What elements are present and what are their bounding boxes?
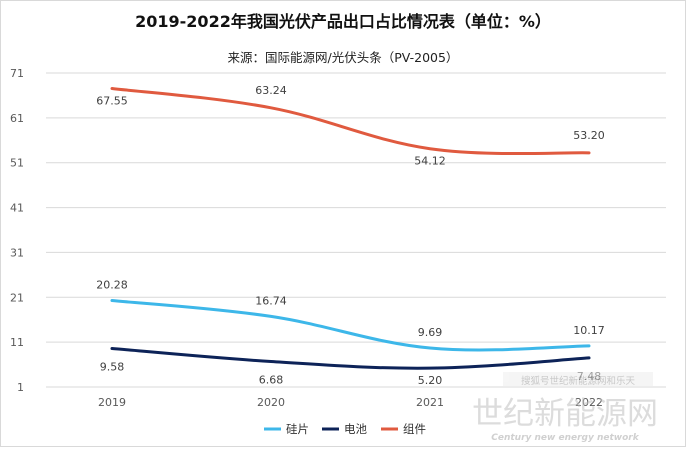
y-tick-label: 61: [10, 112, 24, 125]
chart-subtitle: 来源：国际能源网/光伏头条（PV-2005）: [228, 50, 459, 65]
watermark-brand-en: Century new energy network: [491, 433, 639, 443]
legend-label: 电池: [344, 422, 367, 436]
data-label: 63.24: [255, 84, 287, 97]
data-label: 16.74: [255, 294, 287, 307]
data-label: 5.20: [418, 374, 443, 387]
gridlines: [46, 72, 666, 388]
series-line-2: [110, 347, 591, 370]
watermark-badge-text: 搜狐号世纪新能源网和乐天: [521, 375, 636, 387]
legend: 硅片 电池 组件: [264, 422, 426, 436]
x-tick-label: 2020: [257, 396, 285, 409]
series-line-3: [110, 86, 591, 156]
y-tick-label: 11: [10, 336, 24, 349]
data-label: 53.20: [573, 129, 605, 142]
watermark: 搜狐号世纪新能源网和乐天 世纪新能源网 Century new energy n…: [472, 372, 658, 443]
y-tick-label: 21: [10, 291, 24, 304]
data-label: 9.58: [100, 361, 125, 374]
y-tick-label: 31: [10, 246, 24, 259]
watermark-brand: 世纪新能源网: [472, 396, 658, 432]
series-lines: [110, 86, 591, 370]
x-tick-label: 2021: [416, 396, 444, 409]
x-tick-label: 2022: [575, 396, 603, 409]
y-tick-label: 1: [17, 381, 24, 394]
data-label: 20.28: [96, 279, 128, 292]
data-label: 9.69: [418, 326, 443, 339]
y-tick-label: 51: [10, 157, 24, 170]
series-line-1: [110, 299, 591, 352]
data-label: 67.55: [96, 94, 128, 107]
data-label: 54.12: [414, 155, 446, 168]
legend-label: 组件: [403, 422, 426, 436]
watermark-badge-bg: [503, 372, 653, 387]
y-tick-label: 41: [10, 202, 24, 215]
data-label: 6.68: [259, 374, 284, 387]
x-tick-label: 2019: [98, 396, 126, 409]
data-label: 10.17: [573, 324, 605, 337]
chart-title: 2019-2022年我国光伏产品出口占比情况表（单位：%）: [135, 12, 551, 31]
legend-label: 硅片: [286, 422, 309, 436]
y-tick-label: 71: [10, 67, 24, 80]
x-axis-ticks: 2019 2020 2021 2022: [98, 396, 603, 409]
